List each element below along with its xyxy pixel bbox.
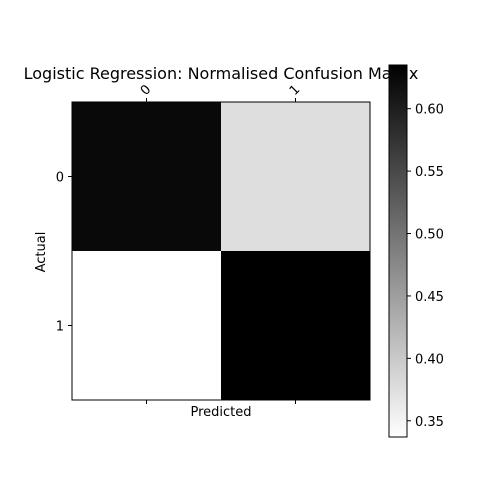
matrix-cell-0-1 xyxy=(221,102,370,251)
colorbar-tick-label-3: 0.50 xyxy=(415,228,444,243)
colorbar-tick-label-0: 0.35 xyxy=(415,415,444,430)
chart-title: Logistic Regression: Normalised Confusio… xyxy=(24,64,419,83)
y-tick-label-1: 1 xyxy=(56,320,64,335)
x-tick-label-0: 0 xyxy=(138,82,154,98)
matrix-cell-0-0 xyxy=(72,102,221,251)
colorbar-tick-label-4: 0.55 xyxy=(415,165,444,180)
matrix-frame xyxy=(71,101,371,401)
y-tick-group: 01 xyxy=(56,171,72,335)
x-axis-label: Predicted xyxy=(190,405,251,420)
colorbar xyxy=(388,64,408,438)
matrix-cell-1-0 xyxy=(72,251,221,400)
x-tick-label-1: 1 xyxy=(287,82,303,98)
matrix-cells xyxy=(72,102,370,400)
matrix-cell-1-1 xyxy=(221,251,370,400)
colorbar-tick-label-2: 0.45 xyxy=(415,290,444,305)
colorbar-tick-group: 0.35 0.40 0.45 0.50 0.55 0.60 xyxy=(407,103,444,430)
colorbar-tick-label-5: 0.60 xyxy=(415,103,444,118)
y-axis-label: Actual xyxy=(34,232,49,273)
y-tick-label-0: 0 xyxy=(56,171,64,186)
colorbar-tick-label-1: 0.40 xyxy=(415,352,444,367)
